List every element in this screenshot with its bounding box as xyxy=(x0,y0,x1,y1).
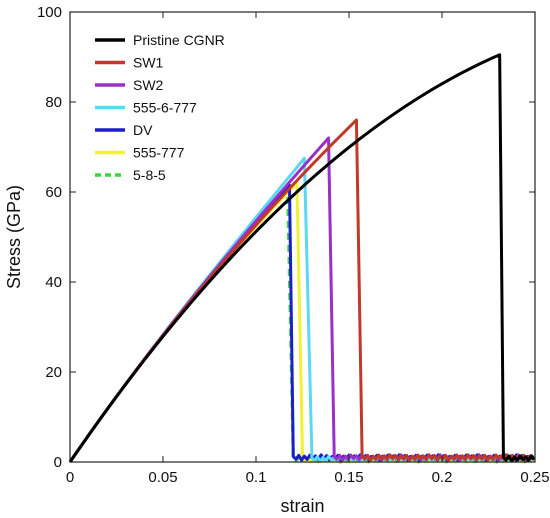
x-tick-label: 0.1 xyxy=(246,469,267,486)
legend-label: DV xyxy=(133,122,153,138)
x-tick-label: 0.2 xyxy=(432,469,453,486)
legend-label: SW1 xyxy=(133,55,164,71)
axes-layer: 0 0.05 0.1 0.15 0.2 0.25 0 20 40 60 80 100 xyxy=(37,4,550,486)
series-line-pristine-cgnr xyxy=(68,53,536,463)
x-tick-label: 0.15 xyxy=(334,469,363,486)
legend-label: SW2 xyxy=(133,77,164,93)
legend-label: 555-777 xyxy=(133,145,185,161)
y-tick-label: 100 xyxy=(37,4,62,21)
y-axis-label: Stress (GPa) xyxy=(4,185,24,289)
x-tick-label: 0 xyxy=(66,469,74,486)
curves-layer xyxy=(68,53,536,464)
legend-label: 5-8-5 xyxy=(133,167,166,183)
legend: Pristine CGNR SW1 SW2 555-6-777 DV 555-777 5-8… xyxy=(95,32,225,183)
plot-frame xyxy=(69,11,536,463)
legend-label: Pristine CGNR xyxy=(133,32,225,48)
legend-label: 555-6-777 xyxy=(133,100,197,116)
y-tick-label: 60 xyxy=(45,184,62,201)
x-axis-label: strain xyxy=(280,496,324,516)
x-tick-label: 0.05 xyxy=(148,469,177,486)
series-line-555-777 xyxy=(68,181,536,464)
x-tick-label: 0.25 xyxy=(520,469,549,486)
y-tick-label: 80 xyxy=(45,94,62,111)
y-tick-label: 0 xyxy=(54,454,62,471)
y-tick-label: 20 xyxy=(45,364,62,381)
y-tick-label: 40 xyxy=(45,274,62,291)
